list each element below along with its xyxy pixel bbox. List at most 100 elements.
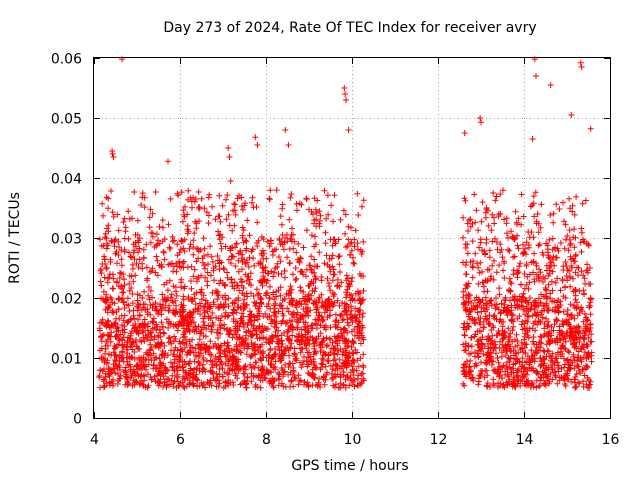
data-point — [575, 363, 581, 370]
data-point — [292, 302, 299, 309]
data-point — [257, 384, 264, 391]
data-point — [322, 363, 329, 370]
data-point — [300, 244, 307, 251]
data-point — [497, 249, 504, 256]
data-point — [279, 341, 286, 347]
data-point — [483, 315, 490, 322]
data-point — [152, 343, 159, 350]
data-point — [471, 333, 478, 340]
data-point — [263, 255, 270, 262]
data-point — [293, 275, 300, 282]
data-point — [172, 284, 179, 291]
data-point — [569, 359, 576, 366]
data-point — [223, 196, 229, 203]
data-point — [195, 189, 202, 195]
data-point — [257, 377, 264, 384]
data-point — [527, 384, 534, 390]
data-point — [314, 263, 321, 270]
data-point — [576, 367, 583, 374]
data-point — [312, 206, 319, 213]
data-point-peak — [109, 151, 116, 157]
data-point — [519, 355, 526, 362]
data-point — [262, 267, 269, 274]
data-point — [549, 287, 556, 294]
data-point — [274, 264, 281, 270]
data-point — [249, 332, 256, 339]
data-point — [466, 323, 472, 330]
data-point — [301, 323, 308, 330]
data-point — [224, 192, 231, 198]
data-point — [550, 219, 557, 226]
data-point — [546, 353, 553, 360]
data-point — [220, 384, 227, 391]
data-point — [173, 308, 180, 315]
data-point — [275, 369, 282, 376]
data-point — [539, 307, 545, 314]
data-point — [312, 285, 319, 292]
data-point — [183, 336, 189, 343]
data-point — [249, 194, 256, 201]
data-point — [508, 228, 515, 235]
data-point — [183, 313, 190, 320]
data-point — [560, 308, 567, 315]
data-point — [131, 315, 138, 322]
data-point — [277, 284, 284, 291]
data-point — [212, 340, 219, 347]
data-point — [186, 245, 193, 252]
data-point — [266, 196, 273, 203]
data-point — [523, 261, 530, 268]
data-point — [195, 305, 202, 312]
data-point — [311, 269, 318, 276]
data-point — [514, 296, 521, 303]
data-point — [187, 241, 194, 248]
data-point — [355, 363, 362, 370]
data-point — [475, 342, 482, 349]
data-point — [114, 211, 121, 218]
data-point-peak — [282, 127, 289, 133]
data-point — [484, 207, 491, 214]
data-point — [359, 324, 366, 331]
data-point — [237, 348, 243, 354]
data-point — [578, 248, 585, 255]
data-point — [335, 236, 342, 243]
data-point — [348, 224, 354, 231]
data-point — [571, 315, 578, 322]
data-point — [146, 214, 153, 221]
data-point — [330, 293, 337, 300]
data-point — [548, 278, 555, 285]
data-point — [496, 262, 503, 269]
data-point-peak — [225, 145, 232, 151]
data-point — [510, 323, 517, 330]
data-point — [520, 303, 526, 310]
data-point — [534, 368, 541, 375]
data-point — [527, 295, 533, 301]
data-point — [246, 254, 253, 261]
data-point — [324, 261, 331, 268]
data-point — [492, 235, 498, 242]
data-point — [164, 295, 171, 301]
data-point — [530, 320, 537, 327]
data-point — [311, 243, 318, 250]
data-point — [348, 239, 355, 246]
data-point — [236, 341, 243, 348]
data-point — [148, 376, 155, 383]
data-point — [562, 294, 569, 301]
data-point — [491, 382, 498, 389]
data-point — [343, 312, 350, 318]
data-point — [535, 295, 542, 302]
data-point — [244, 217, 251, 224]
data-point — [566, 227, 573, 234]
data-point — [474, 309, 481, 316]
data-point — [242, 366, 249, 373]
data-point — [571, 226, 578, 233]
data-point — [134, 297, 141, 304]
data-point — [170, 307, 177, 314]
data-point — [332, 311, 339, 318]
data-point — [253, 286, 260, 293]
data-point — [180, 296, 187, 303]
data-point — [232, 263, 239, 269]
data-point — [270, 334, 277, 340]
data-point — [492, 366, 498, 373]
data-point — [198, 195, 205, 202]
data-point — [506, 247, 513, 254]
